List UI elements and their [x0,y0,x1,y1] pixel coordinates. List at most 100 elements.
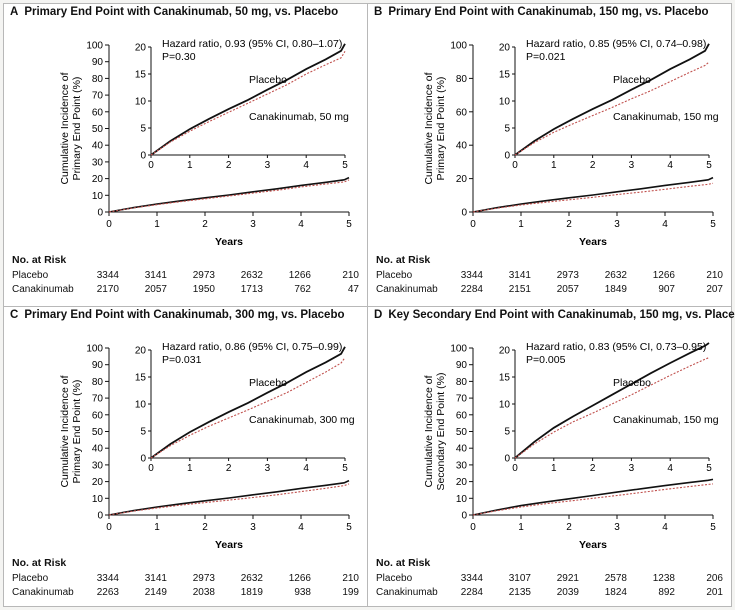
risk-count: 2057 [144,284,167,295]
risk-count: 201 [706,587,723,598]
risk-row: Canakinumab 2284 2151 2057 1849 907 207 [376,284,726,297]
inset-y-tick-label: 15 [499,373,511,384]
y-tick-label: 30 [92,157,104,168]
y-tick-label: 50 [92,124,104,135]
x-tick-label: 1 [518,219,524,230]
risk-count: 2038 [192,587,215,598]
x-axis-label: Years [215,236,243,248]
y-tick-label: 70 [92,91,104,102]
panel-title: A Primary End Point with Canakinumab, 50 … [10,6,338,18]
inset-y-tick-label: 0 [140,151,146,162]
inset-x-tick-label: 3 [265,463,271,474]
x-axis-label: Years [215,539,243,551]
main-placebo-line [108,479,350,516]
risk-row: Placebo 3344 3141 2973 2632 1266 210 [12,270,362,283]
panel-letter: C [10,309,19,321]
y-tick-label: 80 [456,377,468,388]
panel-letter: B [374,6,383,18]
inset-x-tick-label: 0 [148,463,154,474]
risk-title: No. at Risk [376,557,431,569]
panel-title-text: Primary End Point with Canakinumab, 300 … [24,309,345,321]
x-tick-label: 2 [202,219,208,230]
inset-y-tick-label: 10 [499,400,511,411]
y-tick-label: 60 [456,107,468,118]
inset-x-tick-label: 3 [629,160,635,171]
y-axis-label: Cumulative Incidence ofPrimary End Point… [59,72,83,184]
horizontal-divider [4,306,731,307]
y-tick-label: 90 [92,360,104,371]
y-tick-label: 0 [97,511,103,522]
inset-x-tick-label: 0 [148,160,154,171]
risk-count: 210 [342,573,359,584]
y-axis-label: Cumulative Incidence ofSecondary End Poi… [423,373,447,491]
hazard-ratio-text: Hazard ratio, 0.93 (95% CI, 0.80–1.07) [162,38,342,50]
y-tick-label: 40 [92,141,104,152]
p-value-text: P=0.021 [526,51,566,63]
risk-row: Canakinumab 2170 2057 1950 1713 762 47 [12,284,362,297]
inset-x-tick-label: 0 [512,463,518,474]
risk-count: 210 [342,270,359,281]
hazard-ratio-text: Hazard ratio, 0.85 (95% CI, 0.74–0.98) [526,38,706,50]
inset-y-tick-label: 5 [140,124,146,135]
inset-x-tick-label: 2 [590,463,596,474]
risk-count: 1266 [652,270,675,281]
risk-count: 2973 [192,270,215,281]
risk-count: 3344 [96,573,119,584]
inset-x-tick-label: 1 [551,463,557,474]
inset-x-tick-label: 2 [590,160,596,171]
panel-a: A Primary End Point with Canakinumab, 50 … [4,4,367,304]
inset-x-tick-label: 5 [342,160,348,171]
risk-row-label: Canakinumab [12,284,74,295]
risk-count: 892 [658,587,675,598]
x-tick-label: 1 [154,522,160,533]
inset-x-tick-label: 5 [342,463,348,474]
inset-x-tick-label: 3 [629,463,635,474]
risk-count: 206 [706,573,723,584]
risk-count: 2263 [96,587,119,598]
risk-count: 2170 [96,284,119,295]
drug-series-label: Canakinumab, 300 mg [249,414,355,426]
risk-count: 2149 [144,587,167,598]
main-drug-line [472,483,714,516]
risk-count: 47 [347,284,359,295]
x-tick-label: 3 [250,219,256,230]
y-tick-label: 60 [92,107,104,118]
risk-count: 2151 [508,284,531,295]
y-tick-label: 20 [92,174,104,185]
risk-count: 3141 [144,573,167,584]
y-tick-label: 70 [92,394,104,405]
y-axis-label: Cumulative Incidence ofPrimary End Point… [59,375,83,487]
risk-count: 2632 [240,573,263,584]
risk-count: 1266 [288,573,311,584]
y-tick-label: 40 [456,141,468,152]
x-tick-label: 5 [710,219,716,230]
vertical-divider [367,4,368,606]
inset-placebo-line [514,342,710,459]
drug-series-label: Canakinumab, 50 mg [249,111,349,123]
inset-y-tick-label: 10 [135,400,147,411]
risk-count: 2921 [556,573,579,584]
y-axis-label-line: Primary End Point (%) [71,380,83,484]
main-drug-line [472,182,714,213]
risk-row-label: Canakinumab [376,587,438,598]
figure-frame: A Primary End Point with Canakinumab, 50 … [3,3,735,607]
risk-count: 1713 [240,284,263,295]
inset-y-tick-label: 20 [135,43,147,54]
y-axis-label-line: Cumulative Incidence of [423,375,435,487]
risk-count: 3107 [508,573,531,584]
risk-count: 3141 [508,270,531,281]
main-drug-line [108,179,350,213]
risk-title: No. at Risk [12,557,67,569]
y-tick-label: 0 [461,511,467,522]
y-tick-label: 40 [92,444,104,455]
x-tick-label: 1 [518,522,524,533]
x-tick-label: 2 [566,219,572,230]
placebo-series-label: Placebo [613,74,651,86]
x-tick-label: 4 [298,219,304,230]
inset-y-tick-label: 0 [504,151,510,162]
hazard-ratio-text: Hazard ratio, 0.83 (95% CI, 0.73–0.95) [526,341,706,353]
inset-y-tick-label: 5 [140,427,146,438]
x-tick-label: 5 [710,522,716,533]
inset-x-tick-label: 1 [187,160,193,171]
